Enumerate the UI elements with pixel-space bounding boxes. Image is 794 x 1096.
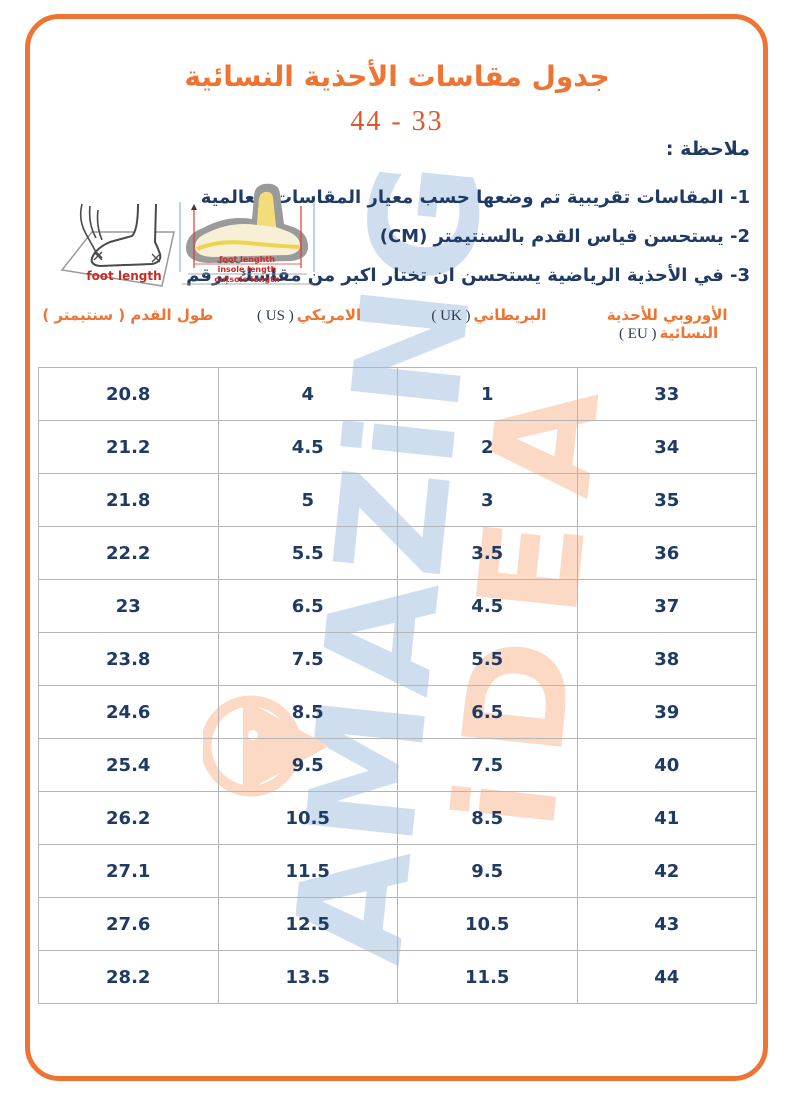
cell-uk: 8.5 bbox=[397, 791, 578, 845]
cell-us: 9.5 bbox=[217, 738, 398, 792]
cell-eu: 42 bbox=[576, 844, 757, 898]
notes-list: 1- المقاسات تقريبية تم وضعها حسب معيار ا… bbox=[186, 178, 750, 295]
cell-cm: 21.8 bbox=[38, 473, 219, 527]
cell-eu: 35 bbox=[576, 473, 757, 527]
cell-uk: 6.5 bbox=[397, 685, 578, 739]
cell-uk: 10.5 bbox=[397, 897, 578, 951]
cell-us: 12.5 bbox=[217, 897, 398, 951]
shoe-insole-length-label: insole length bbox=[218, 265, 277, 274]
shoe-foot-length-label: foot lenghth bbox=[219, 255, 275, 264]
table-row: 24.6 8.5 6.5 39 bbox=[38, 685, 757, 739]
size-table: 20.8 4 1 33 21.2 4.5 2 34 21.8 5 3 35 22.2 5.5 3.5 36 23… bbox=[38, 367, 757, 1004]
column-header-uk: البريطاني( UK ) bbox=[398, 306, 578, 343]
note-item: 1- المقاسات تقريبية تم وضعها حسب معيار ا… bbox=[200, 187, 750, 208]
cell-cm: 28.2 bbox=[38, 950, 219, 1004]
cell-us: 8.5 bbox=[217, 685, 398, 739]
table-row: 21.2 4.5 2 34 bbox=[38, 420, 757, 474]
cell-cm: 23 bbox=[38, 579, 219, 633]
cell-cm: 23.8 bbox=[38, 632, 219, 686]
page-title: جدول مقاسات الأحذية النسائية bbox=[184, 60, 610, 93]
cell-eu: 41 bbox=[576, 791, 757, 845]
cell-cm: 20.8 bbox=[38, 367, 219, 421]
cell-cm: 27.1 bbox=[38, 844, 219, 898]
column-header-eu: الأوروبي للأحذية النسائية( EU ) bbox=[577, 306, 757, 343]
cell-uk: 7.5 bbox=[397, 738, 578, 792]
cell-us: 5.5 bbox=[217, 526, 398, 580]
cell-us: 5 bbox=[217, 473, 398, 527]
cell-uk: 9.5 bbox=[397, 844, 578, 898]
table-row: 21.8 5 3 35 bbox=[38, 473, 757, 527]
table-row: 22.2 5.5 3.5 36 bbox=[38, 526, 757, 580]
cell-uk: 3 bbox=[397, 473, 578, 527]
cell-eu: 33 bbox=[576, 367, 757, 421]
cell-uk: 2 bbox=[397, 420, 578, 474]
cell-uk: 3.5 bbox=[397, 526, 578, 580]
notes-label: ملاحظة : bbox=[665, 138, 750, 160]
cell-us: 7.5 bbox=[217, 632, 398, 686]
shoe-outsole-length-label: outsole length bbox=[214, 275, 280, 284]
table-row: 28.2 13.5 11.5 44 bbox=[38, 950, 757, 1004]
column-header-us: الامريكي( US ) bbox=[218, 306, 398, 343]
table-header-row: طول القدم ( سنتيمتر ) الامريكي( US ) البري… bbox=[38, 306, 757, 343]
column-header-arabic: الامريكي bbox=[296, 306, 362, 324]
column-header-latin: ( EU ) bbox=[619, 326, 657, 342]
foot-measurement-diagram: foot length bbox=[60, 203, 175, 287]
column-header-arabic: طول القدم ( سنتيمتر ) bbox=[42, 306, 214, 324]
cell-us: 6.5 bbox=[217, 579, 398, 633]
cell-uk: 11.5 bbox=[397, 950, 578, 1004]
shoe-length-diagram: foot lenghth insole length outsole lengt… bbox=[179, 183, 315, 285]
cell-eu: 37 bbox=[576, 579, 757, 633]
cell-cm: 26.2 bbox=[38, 791, 219, 845]
column-header-latin: ( US ) bbox=[257, 308, 294, 324]
cell-cm: 21.2 bbox=[38, 420, 219, 474]
table-row: 23 6.5 4.5 37 bbox=[38, 579, 757, 633]
cell-us: 11.5 bbox=[217, 844, 398, 898]
cell-eu: 39 bbox=[576, 685, 757, 739]
cell-uk: 5.5 bbox=[397, 632, 578, 686]
cell-cm: 25.4 bbox=[38, 738, 219, 792]
size-range: 44 - 33 bbox=[350, 106, 444, 137]
cell-eu: 34 bbox=[576, 420, 757, 474]
note-item: 3- في الأحذية الرياضية يستحسن ان تختار ا… bbox=[186, 265, 750, 286]
table-row: 26.2 10.5 8.5 41 bbox=[38, 791, 757, 845]
note-item: 2- يستحسن قياس القدم بالسنتيمتر (CM) bbox=[379, 226, 750, 247]
column-header-arabic: الأوروبي للأحذية النسائية bbox=[606, 306, 728, 342]
cell-eu: 40 bbox=[576, 738, 757, 792]
table-row: 27.1 11.5 9.5 42 bbox=[38, 844, 757, 898]
cell-us: 10.5 bbox=[217, 791, 398, 845]
cell-uk: 1 bbox=[397, 367, 578, 421]
cell-cm: 22.2 bbox=[38, 526, 219, 580]
cell-eu: 43 bbox=[576, 897, 757, 951]
table-row: 25.4 9.5 7.5 40 bbox=[38, 738, 757, 792]
foot-length-label: foot length bbox=[86, 269, 161, 283]
cell-us: 4.5 bbox=[217, 420, 398, 474]
table-row: 27.6 12.5 10.5 43 bbox=[38, 897, 757, 951]
column-header-latin: ( UK ) bbox=[431, 308, 471, 324]
table-row: 23.8 7.5 5.5 38 bbox=[38, 632, 757, 686]
table-row: 20.8 4 1 33 bbox=[38, 367, 757, 421]
cell-eu: 44 bbox=[576, 950, 757, 1004]
cell-us: 13.5 bbox=[217, 950, 398, 1004]
cell-eu: 38 bbox=[576, 632, 757, 686]
cell-uk: 4.5 bbox=[397, 579, 578, 633]
cell-us: 4 bbox=[217, 367, 398, 421]
column-header-arabic: البريطاني bbox=[473, 306, 547, 324]
column-header-cm: طول القدم ( سنتيمتر ) bbox=[38, 306, 218, 343]
cell-cm: 27.6 bbox=[38, 897, 219, 951]
cell-eu: 36 bbox=[576, 526, 757, 580]
cell-cm: 24.6 bbox=[38, 685, 219, 739]
